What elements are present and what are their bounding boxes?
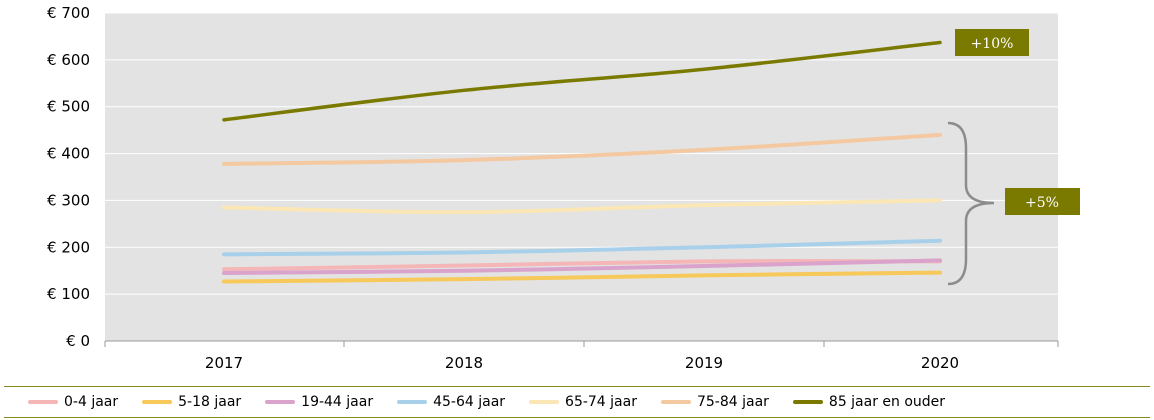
y-tick-label: € 700 xyxy=(47,4,90,22)
legend-swatch xyxy=(142,400,173,404)
legend-label: 65-74 jaar xyxy=(565,394,637,410)
y-tick-label: € 400 xyxy=(47,145,90,163)
legend-label: 75-84 jaar xyxy=(696,394,769,410)
annotations: +10% +5% xyxy=(947,29,1080,286)
annotation-text: +10% xyxy=(971,36,1014,52)
curly-brace xyxy=(947,121,995,286)
legend: 0-4 jaar 5-18 jaar 19-44 jaar 45-64 jaar 65-… xyxy=(4,386,1150,418)
legend-swatch xyxy=(265,400,296,404)
legend-swatch xyxy=(529,400,560,404)
series-line-6 xyxy=(222,40,942,122)
legend-swatch xyxy=(792,400,823,404)
y-axis-ticks: € 0 € 100 € 200 € 300 € 400 € 500 € 600 € 700 xyxy=(47,4,90,350)
legend-item: 75-84 jaar xyxy=(660,394,769,410)
series-line-2 xyxy=(222,258,942,276)
y-tick-label: € 0 xyxy=(66,332,90,350)
annotation-badge-10 xyxy=(955,29,1029,56)
x-tick-label: 2019 xyxy=(685,354,723,372)
legend-item: 45-64 jaar xyxy=(397,394,505,410)
legend-item: 85 jaar en ouder xyxy=(792,394,946,410)
legend-label: 45-64 jaar xyxy=(433,394,506,410)
legend-item: 5-18 jaar xyxy=(142,394,241,410)
series-line-1 xyxy=(222,270,942,284)
gridlines xyxy=(105,12,1058,342)
legend-label: 0-4 jaar xyxy=(64,394,119,410)
x-axis: 2017 2018 2019 2020 xyxy=(104,340,1059,372)
legend-item: 19-44 jaar xyxy=(265,394,373,410)
legend-swatch xyxy=(397,400,428,404)
y-tick-label: € 200 xyxy=(47,238,90,256)
x-tick-label: 2020 xyxy=(921,354,959,372)
y-tick-label: € 500 xyxy=(47,98,90,116)
annotation-text: +5% xyxy=(1025,195,1059,211)
line-chart: € 0 € 100 € 200 € 300 € 400 € 500 € 600 € 700 2… xyxy=(47,4,1080,372)
series-line-5 xyxy=(222,132,942,166)
y-tick-label: € 100 xyxy=(47,285,90,303)
legend-swatch xyxy=(28,400,58,404)
legend-item: 65-74 jaar xyxy=(529,394,637,410)
plot-area xyxy=(105,13,1058,341)
annotation-badge-5 xyxy=(1005,188,1080,215)
y-tick-label: € 600 xyxy=(47,51,90,69)
x-tick-label: 2017 xyxy=(205,354,243,372)
legend-label: 5-18 jaar xyxy=(178,394,242,410)
series-line-3 xyxy=(222,238,942,257)
x-tick-label: 2018 xyxy=(445,354,483,372)
y-tick-label: € 300 xyxy=(47,191,90,209)
series-line-4 xyxy=(222,198,942,215)
series-lines xyxy=(222,40,942,284)
legend-item: 0-4 jaar xyxy=(28,394,118,410)
legend-label: 85 jaar en ouder xyxy=(828,394,946,410)
legend-label: 19-44 jaar xyxy=(301,394,374,410)
legend-swatch xyxy=(660,400,691,404)
